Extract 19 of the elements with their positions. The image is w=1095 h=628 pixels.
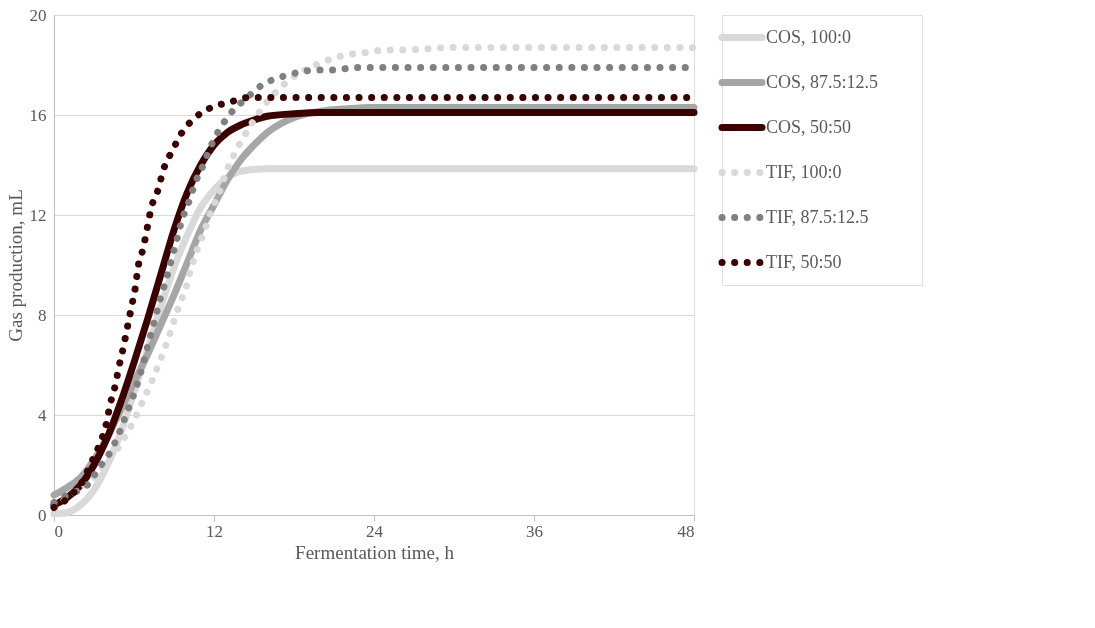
legend-label: TIF, 50:50 — [766, 251, 842, 272]
x-axis-title: Fermentation time, h — [295, 541, 455, 563]
legend-label: COS, 50:50 — [766, 116, 852, 137]
y-tick-label: 4 — [38, 405, 47, 425]
y-tick-label: 0 — [38, 505, 47, 525]
legend-label: TIF, 87.5:12.5 — [766, 206, 869, 227]
x-tick-label: 48 — [677, 521, 695, 541]
y-tick-label: 20 — [29, 5, 47, 25]
y-tick-label: 16 — [29, 105, 47, 125]
x-tick-label: 12 — [206, 521, 223, 541]
y-axis-title: Gas production, mL — [4, 189, 26, 342]
legend-label: TIF, 100:0 — [766, 161, 842, 182]
legend-label: COS, 87.5:12.5 — [766, 71, 879, 92]
y-tick-label: 8 — [38, 305, 47, 325]
y-tick-label: 12 — [29, 205, 47, 225]
x-tick-label: 0 — [54, 521, 63, 541]
x-tick-label: 36 — [526, 521, 543, 541]
x-tick-label: 24 — [366, 521, 384, 541]
legend-label: COS, 100:0 — [766, 26, 852, 47]
